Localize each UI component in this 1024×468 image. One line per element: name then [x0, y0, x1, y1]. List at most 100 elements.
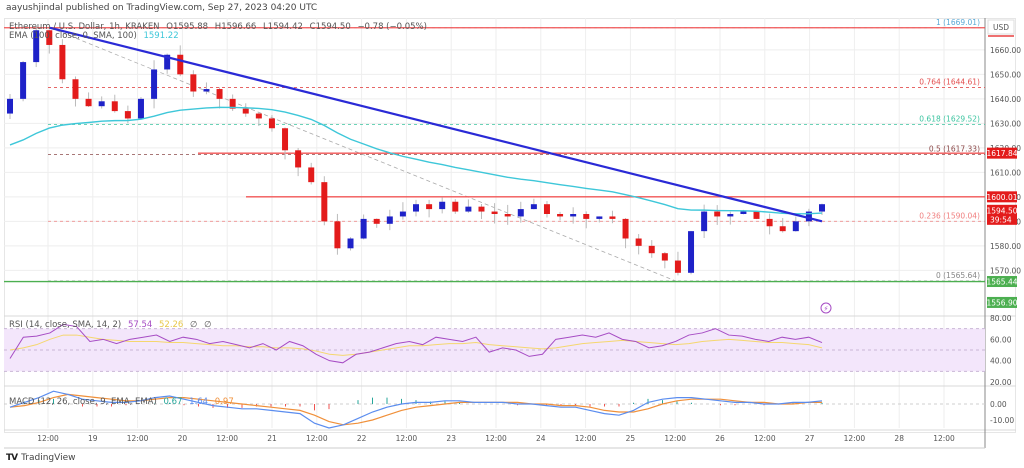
svg-text:80.00: 80.00	[990, 314, 1012, 323]
fib-level-label: 1 (1669.01)	[936, 18, 980, 27]
time-axis-label: 12:00	[127, 434, 149, 443]
candle	[33, 30, 40, 63]
svg-text:0.00: 0.00	[990, 400, 1007, 409]
macd-label: MACD (12, 26, close, 9, EMA, EMA)	[9, 397, 157, 407]
published-by-line: aayushjindal published on TradingView.co…	[6, 3, 318, 13]
candle	[399, 211, 406, 217]
candle	[72, 79, 79, 99]
candle	[570, 214, 577, 217]
candle	[635, 238, 642, 246]
candle	[242, 108, 249, 114]
ema-value: 1591.22	[143, 31, 179, 41]
candle	[229, 98, 236, 109]
candle	[59, 44, 66, 80]
candle	[347, 238, 354, 249]
candle	[85, 98, 92, 107]
candle	[779, 226, 786, 232]
candle	[124, 111, 131, 119]
candle	[216, 89, 223, 99]
candle	[596, 216, 603, 219]
rsi-extra-2: ∅	[204, 320, 212, 330]
close-value: C1594.50	[309, 22, 351, 32]
time-axis-label: 19	[88, 434, 98, 443]
time-axis-label: 12:00	[306, 434, 328, 443]
svg-text:1617.84: 1617.84	[986, 149, 1017, 158]
time-axis-label: 12:00	[664, 434, 686, 443]
candle	[98, 101, 105, 107]
price-axis-label: 1640.00	[990, 95, 1021, 104]
svg-text:40.00: 40.00	[990, 357, 1012, 366]
rsi-value: 57.54	[127, 320, 153, 330]
symbol-title: Ethereum / U.S. Dollar, 1h, KRAKEN	[9, 22, 160, 32]
fib-level-label: 0.764 (1644.61)	[919, 78, 980, 87]
candle	[792, 221, 799, 232]
candle	[137, 98, 144, 119]
price-tag	[987, 276, 1017, 288]
macd-hist-value: 0.67	[163, 397, 183, 407]
ema-label: EMA (100, close, 0, SMA, 100)	[9, 31, 137, 41]
candle	[688, 231, 695, 273]
change-value: −0.78 (−0.05%)	[357, 22, 427, 32]
time-axis-label: 25	[626, 434, 636, 443]
fib-level-label: 0 (1565.64)	[936, 271, 980, 280]
price-axis-label: 1610.00	[990, 168, 1021, 177]
price-tag	[987, 191, 1017, 203]
candle	[714, 211, 721, 217]
time-axis-label: 20	[178, 434, 188, 443]
candle	[203, 89, 210, 92]
candle	[491, 211, 498, 214]
candle	[151, 69, 158, 99]
candle	[727, 214, 734, 217]
time-axis-label: 24	[536, 434, 546, 443]
time-axis-label: 12:00	[933, 434, 955, 443]
macd-value: 1.64	[189, 397, 209, 407]
low-value: L1594.42	[263, 22, 303, 32]
time-axis-label: 12:00	[754, 434, 776, 443]
rsi-legend: RSI (14, close, SMA, 14, 2) 57.54 52.26 …	[9, 320, 216, 330]
time-axis-label: 12:00	[216, 434, 238, 443]
ema-legend: EMA (100, close, 0, SMA, 100) 1591.22	[9, 31, 183, 41]
svg-text:1600.01: 1600.01	[986, 193, 1017, 202]
price-tag	[987, 296, 1017, 308]
fib-level-label: 0.618 (1629.52)	[919, 115, 980, 124]
candle	[177, 54, 184, 75]
candle	[609, 216, 616, 219]
candle	[386, 216, 393, 224]
candle	[426, 204, 433, 210]
fib-level-label: 0.236 (1590.04)	[919, 211, 980, 220]
candle	[622, 218, 629, 239]
candle	[753, 211, 760, 219]
candle	[557, 214, 564, 217]
chart-frame	[4, 18, 1016, 433]
footer-brand: TradingView	[21, 453, 76, 463]
rsi-label: RSI (14, close, SMA, 14, 2)	[9, 320, 122, 330]
time-axis-label: 22	[357, 434, 367, 443]
candle	[46, 30, 53, 45]
svg-text:20.00: 20.00	[990, 378, 1012, 387]
rsi-extra-1: ∅	[190, 320, 198, 330]
candle	[465, 206, 472, 212]
time-axis-label: 12:00	[396, 434, 418, 443]
candle	[308, 167, 315, 183]
candle	[334, 221, 341, 249]
candle	[819, 204, 825, 212]
price-axis-label: 1570.00	[990, 266, 1021, 275]
candle	[661, 253, 668, 261]
candle	[413, 204, 419, 212]
open-value: O1595.88	[166, 22, 209, 32]
candle	[190, 74, 197, 92]
candle	[805, 211, 812, 222]
candle	[740, 211, 747, 214]
candle	[282, 128, 289, 151]
candle	[674, 260, 681, 273]
price-tag	[987, 204, 1017, 225]
symbol-legend: Ethereum / U.S. Dollar, 1h, KRAKEN O1595…	[9, 22, 431, 32]
svg-text:39:54: 39:54	[990, 215, 1012, 224]
candle	[360, 218, 367, 239]
candle	[530, 204, 537, 210]
time-axis-label: 27	[805, 434, 815, 443]
candle	[439, 201, 446, 210]
alert-bolt-icon[interactable]	[820, 302, 832, 314]
candle	[583, 214, 590, 219]
